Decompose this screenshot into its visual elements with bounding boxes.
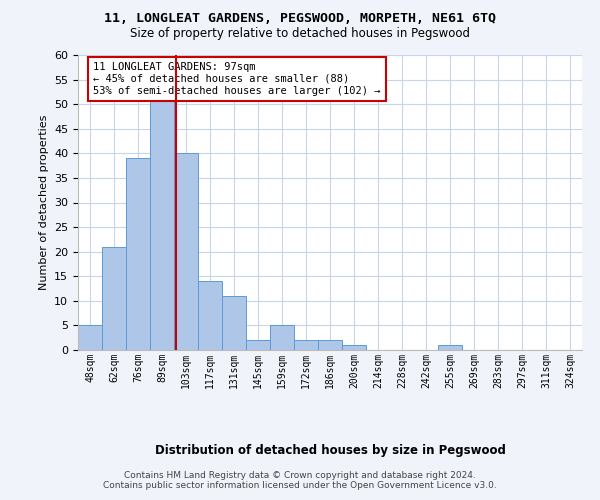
Bar bbox=[78, 326, 102, 350]
Bar bbox=[318, 340, 342, 350]
Bar bbox=[174, 154, 198, 350]
Bar bbox=[294, 340, 318, 350]
Bar bbox=[246, 340, 270, 350]
Text: 11 LONGLEAT GARDENS: 97sqm
← 45% of detached houses are smaller (88)
53% of semi: 11 LONGLEAT GARDENS: 97sqm ← 45% of deta… bbox=[93, 62, 380, 96]
Bar bbox=[342, 345, 366, 350]
Bar bbox=[126, 158, 150, 350]
Text: Size of property relative to detached houses in Pegswood: Size of property relative to detached ho… bbox=[130, 28, 470, 40]
X-axis label: Distribution of detached houses by size in Pegswood: Distribution of detached houses by size … bbox=[155, 444, 505, 456]
Bar bbox=[150, 99, 174, 350]
Bar bbox=[438, 345, 462, 350]
Bar bbox=[222, 296, 246, 350]
Text: 11, LONGLEAT GARDENS, PEGSWOOD, MORPETH, NE61 6TQ: 11, LONGLEAT GARDENS, PEGSWOOD, MORPETH,… bbox=[104, 12, 496, 26]
Text: Contains HM Land Registry data © Crown copyright and database right 2024.
Contai: Contains HM Land Registry data © Crown c… bbox=[103, 470, 497, 490]
Bar bbox=[102, 247, 126, 350]
Bar bbox=[198, 281, 222, 350]
Y-axis label: Number of detached properties: Number of detached properties bbox=[38, 115, 49, 290]
Bar bbox=[270, 326, 294, 350]
